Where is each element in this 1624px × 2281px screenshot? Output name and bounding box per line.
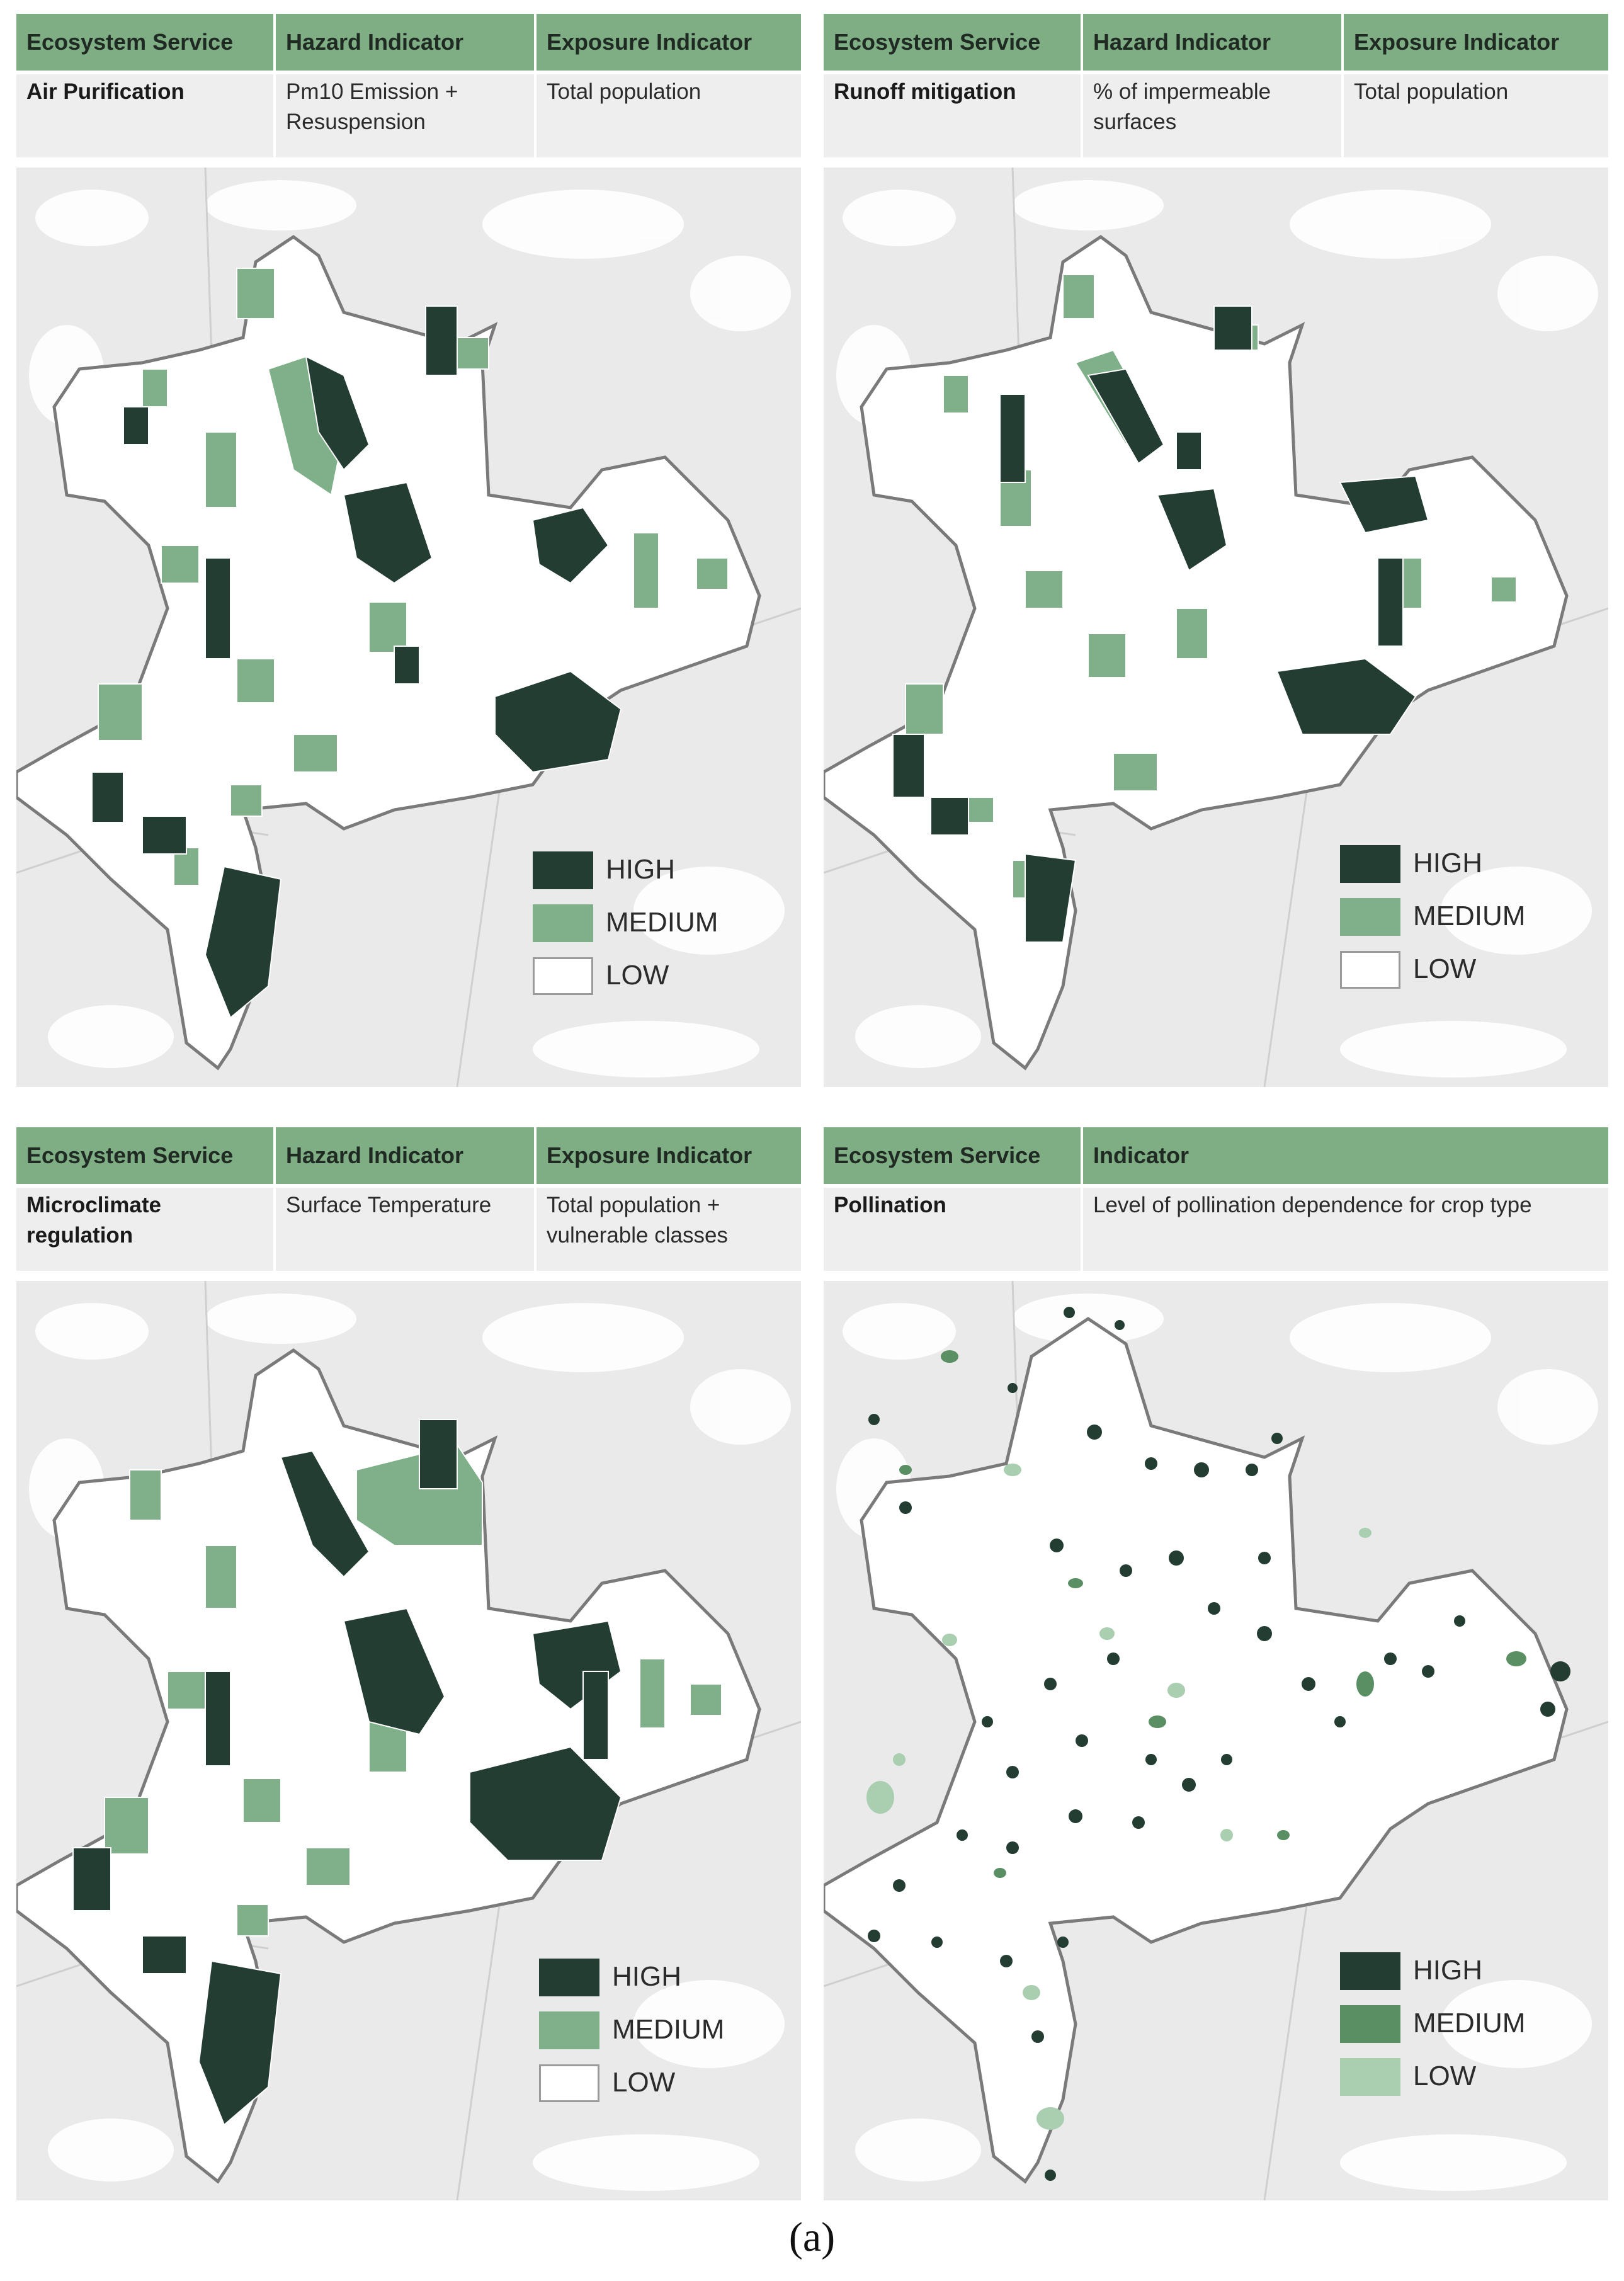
legend-label-high: HIGH	[612, 1961, 681, 1992]
service-name: Microclimate regulation	[16, 1184, 276, 1271]
hazard-value: Pm10 Emission + Resuspension	[275, 71, 537, 157]
header-ecosystem-service: Ecosystem Service	[16, 1127, 276, 1186]
map-canvas	[824, 168, 1608, 1087]
header-ecosystem-service: Ecosystem Service	[824, 14, 1083, 72]
legend-label-high: HIGH	[1413, 848, 1482, 879]
pollination-high	[868, 1307, 1570, 2181]
legend-swatch-high	[1340, 845, 1400, 883]
legend-label-low: LOW	[612, 2067, 676, 2098]
legend-swatch-high	[533, 851, 593, 889]
map-canvas	[16, 1281, 801, 2200]
map-pollination: HIGH MEDIUM LOW	[824, 1281, 1608, 2200]
legend-swatch-medium	[533, 904, 593, 942]
background-land-texture	[29, 180, 791, 1078]
background-land-texture	[29, 1294, 791, 2191]
map-canvas	[16, 168, 801, 1087]
service-name: Pollination	[824, 1184, 1083, 1271]
legend-label-medium: MEDIUM	[606, 907, 718, 938]
legend-label-low: LOW	[606, 960, 669, 991]
legend-label-medium: MEDIUM	[1413, 2008, 1526, 2039]
exposure-value: Total population	[1343, 71, 1608, 157]
medium-areas	[98, 268, 729, 886]
legend-swatch-medium	[539, 2011, 599, 2049]
map-air-purification: HIGH MEDIUM LOW	[16, 168, 801, 1087]
figure-caption: (a)	[788, 2214, 836, 2260]
indicator-table: Ecosystem Service Hazard Indicator Expos…	[824, 14, 1608, 157]
indicator-table: Ecosystem Service Indicator Pollination …	[824, 1127, 1608, 1271]
map-runoff-mitigation: HIGH MEDIUM LOW	[824, 168, 1608, 1087]
legend-label-medium: MEDIUM	[612, 2014, 725, 2045]
indicator-table: Ecosystem Service Hazard Indicator Expos…	[16, 14, 801, 157]
header-ecosystem-service: Ecosystem Service	[16, 14, 276, 72]
legend-swatch-low	[1340, 951, 1400, 989]
legend-swatch-medium	[1340, 2005, 1400, 2043]
municipality-boundary	[824, 1316, 1569, 2184]
high-areas	[892, 305, 1429, 943]
legend-swatch-high	[539, 1959, 599, 1996]
hazard-value: Surface Temperature	[275, 1184, 537, 1271]
header-hazard-indicator: Hazard Indicator	[1082, 14, 1344, 72]
indicator-table: Ecosystem Service Hazard Indicator Expos…	[16, 1127, 801, 1271]
high-areas	[72, 1419, 622, 2126]
header-indicator: Indicator	[1082, 1127, 1608, 1186]
header-exposure-indicator: Exposure Indicator	[1343, 14, 1608, 72]
map-canvas	[824, 1281, 1608, 2200]
legend-label-high: HIGH	[606, 854, 675, 885]
legend-label-low: LOW	[1413, 953, 1477, 984]
legend-label-low: LOW	[1413, 2061, 1477, 2091]
service-name: Runoff mitigation	[824, 71, 1083, 157]
panel-microclimate-regulation: Ecosystem Service Hazard Indicator Expos…	[16, 1127, 801, 2200]
legend-label-medium: MEDIUM	[1413, 901, 1526, 931]
legend-swatch-low	[533, 957, 593, 995]
exposure-value: Total population	[535, 71, 801, 157]
service-name: Air Purification	[16, 71, 276, 157]
header-hazard-indicator: Hazard Indicator	[275, 1127, 537, 1186]
header-ecosystem-service: Ecosystem Service	[824, 1127, 1083, 1186]
panel-pollination: Ecosystem Service Indicator Pollination …	[824, 1127, 1608, 2200]
legend-swatch-high	[1340, 1952, 1400, 1990]
header-exposure-indicator: Exposure Indicator	[535, 1127, 801, 1186]
map-microclimate-regulation: HIGH MEDIUM LOW	[16, 1281, 801, 2200]
legend-swatch-low	[1340, 2058, 1400, 2096]
exposure-value: Total population + vulnerable classes	[535, 1184, 801, 1271]
header-exposure-indicator: Exposure Indicator	[535, 14, 801, 72]
panel-runoff-mitigation: Ecosystem Service Hazard Indicator Expos…	[824, 14, 1608, 1087]
pollination-medium	[899, 1350, 1526, 1878]
hazard-value: % of impermeable surfaces	[1082, 71, 1344, 157]
background-land-texture	[836, 180, 1598, 1078]
indicator-value: Level of pollination dependence for crop…	[1082, 1184, 1608, 1271]
high-areas	[91, 305, 622, 1019]
header-hazard-indicator: Hazard Indicator	[275, 14, 537, 72]
pollination-low	[866, 1464, 1371, 2130]
legend-label-high: HIGH	[1413, 1955, 1482, 1986]
panel-air-purification: Ecosystem Service Hazard Indicator Expos…	[16, 14, 801, 1087]
legend-swatch-medium	[1340, 898, 1400, 936]
legend-swatch-low	[539, 2064, 599, 2102]
